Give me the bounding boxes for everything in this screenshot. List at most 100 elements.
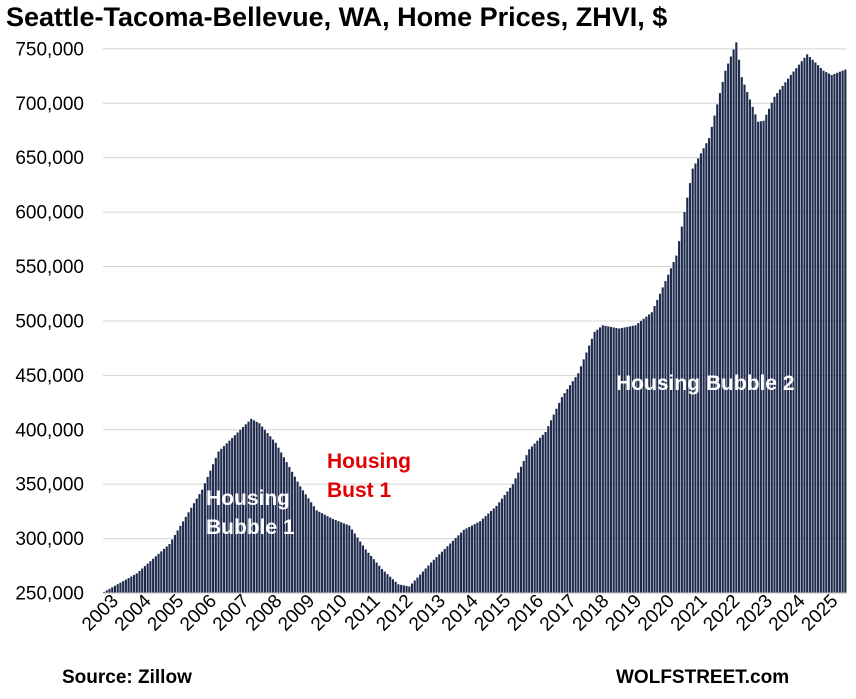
bar (321, 513, 324, 593)
bar (800, 61, 803, 594)
bar (645, 316, 648, 593)
x-tick-label: 2022 (700, 591, 745, 636)
bar (650, 312, 653, 593)
bar (549, 420, 553, 593)
bar (462, 529, 465, 593)
bar (460, 532, 463, 593)
bar (261, 426, 264, 593)
bar (765, 114, 768, 593)
bar (773, 96, 776, 593)
x-tick-label: 2016 (503, 591, 548, 636)
bar (751, 106, 754, 594)
bar (669, 268, 672, 593)
bar (225, 443, 228, 593)
bar (157, 553, 160, 593)
bar (269, 436, 272, 593)
bar (209, 470, 212, 593)
bar (252, 420, 256, 593)
bar (353, 533, 356, 593)
x-tick-label: 2009 (274, 591, 319, 636)
bar (697, 158, 700, 593)
bar (541, 434, 544, 593)
bar (588, 345, 591, 593)
bar (274, 442, 277, 593)
bar (239, 429, 242, 593)
bar (410, 583, 414, 593)
bar (539, 437, 542, 593)
bar (797, 64, 801, 593)
bar (438, 554, 441, 593)
bar (778, 89, 781, 593)
bar (236, 432, 239, 593)
x-tick-label: 2025 (798, 591, 843, 636)
bar (623, 327, 626, 593)
y-axis-tick-labels: 250,000 300,000 350,000 400,000 450,000 500,0… (15, 39, 84, 604)
bar (138, 570, 141, 593)
bar (130, 576, 133, 593)
bar (116, 584, 119, 593)
bar (340, 522, 343, 593)
bar (470, 525, 474, 593)
bar (192, 503, 196, 593)
bar (678, 241, 681, 593)
bar (277, 447, 280, 593)
bar (688, 183, 692, 593)
bar (795, 68, 798, 594)
bar (168, 544, 171, 593)
bar (113, 585, 117, 593)
bar (522, 460, 525, 593)
bar (803, 57, 806, 593)
bar (451, 540, 454, 593)
bar (454, 538, 457, 593)
bar (476, 522, 479, 593)
bar (285, 462, 288, 593)
bar (639, 320, 643, 593)
bar (122, 581, 125, 593)
bar (473, 524, 476, 593)
source-label: Source: Zillow (62, 667, 192, 688)
bar (408, 586, 411, 593)
bar (574, 377, 577, 593)
bar (582, 359, 585, 593)
bar (258, 423, 261, 593)
bar (440, 551, 444, 593)
bar (378, 565, 381, 593)
bar (397, 584, 400, 593)
y-tick-label: 350,000 (15, 475, 84, 496)
bar (416, 577, 419, 593)
y-tick-label: 400,000 (15, 420, 84, 441)
bar (757, 121, 760, 593)
bar (631, 325, 634, 593)
bar (326, 516, 329, 593)
x-tick-label: 2018 (569, 591, 614, 636)
bar (544, 431, 547, 593)
bar (291, 471, 294, 593)
bar (517, 472, 520, 593)
bar (405, 585, 408, 593)
bar (825, 72, 828, 594)
bar (762, 120, 765, 594)
bar (449, 543, 452, 593)
x-tick-label: 2007 (209, 591, 254, 636)
bar (413, 580, 416, 593)
bar (680, 226, 683, 593)
bar (759, 121, 762, 593)
bar (767, 108, 771, 594)
bar (699, 153, 702, 593)
bar (146, 563, 149, 593)
bar (372, 559, 375, 593)
bar (383, 571, 386, 593)
bar (618, 328, 621, 593)
bar (162, 548, 166, 593)
bar (822, 70, 825, 593)
bar (642, 318, 645, 593)
bar (182, 521, 185, 593)
bar (838, 71, 841, 594)
bar (220, 448, 223, 593)
bar (637, 323, 640, 593)
bar (593, 331, 596, 593)
bar (400, 584, 403, 593)
bar (108, 588, 111, 593)
bar (661, 287, 664, 593)
y-tick-label: 500,000 (15, 311, 84, 332)
